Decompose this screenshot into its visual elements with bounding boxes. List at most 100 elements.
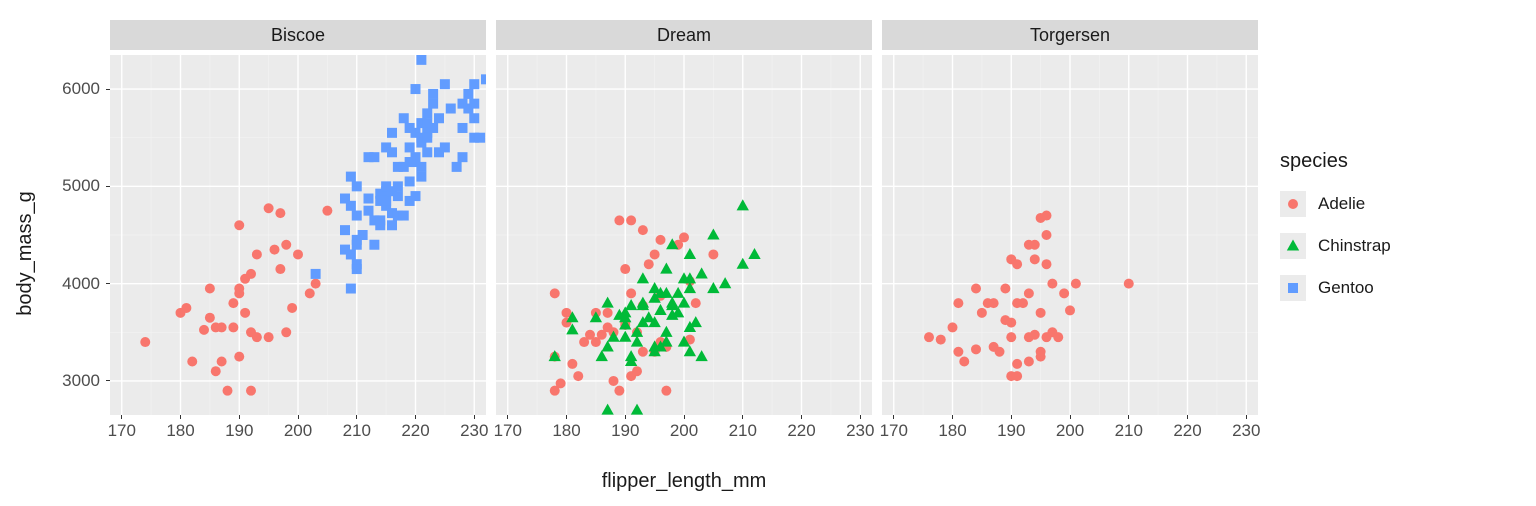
point (234, 288, 244, 298)
point (1036, 308, 1046, 318)
point (481, 74, 486, 84)
point (228, 322, 238, 332)
point (661, 386, 671, 396)
x-tick (1128, 415, 1129, 419)
x-tick-label: 190 (991, 421, 1031, 441)
point (346, 284, 356, 294)
facet-strip: Dream (496, 20, 872, 50)
point (399, 113, 409, 123)
x-tick-label: 180 (933, 421, 973, 441)
point (1036, 347, 1046, 357)
x-tick (356, 415, 357, 419)
point (626, 288, 636, 298)
point (567, 359, 577, 369)
legend-label: Adelie (1318, 194, 1365, 214)
x-tick (684, 415, 685, 419)
x-tick (1187, 415, 1188, 419)
panel-biscoe (110, 55, 486, 415)
point (644, 259, 654, 269)
point (948, 322, 958, 332)
point (1006, 332, 1016, 342)
point (393, 181, 403, 191)
point (1000, 284, 1010, 294)
point (475, 133, 485, 143)
point (977, 308, 987, 318)
point (1012, 359, 1022, 369)
point (924, 332, 934, 342)
point (1065, 305, 1075, 315)
y-tick (106, 89, 110, 90)
point (211, 366, 221, 376)
x-tick (1011, 415, 1012, 419)
facet-strip: Biscoe (110, 20, 486, 50)
panel-dream (496, 55, 872, 415)
point (223, 386, 233, 396)
point (369, 152, 379, 162)
point (205, 284, 215, 294)
point (1030, 254, 1040, 264)
point (364, 194, 374, 204)
x-tick (1246, 415, 1247, 419)
point (626, 215, 636, 225)
x-tick (180, 415, 181, 419)
x-tick-label: 230 (1226, 421, 1266, 441)
point (1030, 240, 1040, 250)
point (346, 172, 356, 182)
point (416, 162, 426, 172)
point (264, 203, 274, 213)
x-tick (893, 415, 894, 419)
x-tick (566, 415, 567, 419)
point (369, 240, 379, 250)
x-tick (298, 415, 299, 419)
y-tick (106, 283, 110, 284)
x-tick-label: 190 (219, 421, 259, 441)
y-tick-label: 6000 (50, 79, 100, 99)
point (469, 113, 479, 123)
faceted-scatter-chart: body_mass_g 3000400050006000Biscoe170180… (0, 0, 1536, 506)
y-tick-label: 4000 (50, 274, 100, 294)
point (434, 113, 444, 123)
point (679, 232, 689, 242)
point (428, 89, 438, 99)
point (416, 172, 426, 182)
point (322, 206, 332, 216)
point (428, 123, 438, 133)
x-tick-label: 200 (278, 421, 318, 441)
point (1006, 318, 1016, 328)
point (638, 347, 648, 357)
point (614, 386, 624, 396)
point (387, 147, 397, 157)
point (281, 327, 291, 337)
x-tick (860, 415, 861, 419)
x-tick (474, 415, 475, 419)
x-tick (952, 415, 953, 419)
point (275, 208, 285, 218)
legend-label: Gentoo (1318, 278, 1374, 298)
point (1030, 330, 1040, 340)
x-tick (625, 415, 626, 419)
point (440, 142, 450, 152)
point (381, 196, 391, 206)
point (416, 55, 426, 65)
point (358, 230, 368, 240)
point (411, 84, 421, 94)
point (620, 264, 630, 274)
legend-item-chinstrap: Chinstrap (1280, 233, 1520, 259)
x-tick (415, 415, 416, 419)
point (691, 298, 701, 308)
point (573, 371, 583, 381)
y-tick (106, 186, 110, 187)
point (971, 284, 981, 294)
point (387, 220, 397, 230)
point (252, 249, 262, 259)
x-tick (507, 415, 508, 419)
point (452, 162, 462, 172)
legend-item-gentoo: Gentoo (1280, 275, 1520, 301)
x-tick-label: 210 (1109, 421, 1149, 441)
panel-torgersen (882, 55, 1258, 415)
x-tick-label: 170 (102, 421, 142, 441)
point (187, 356, 197, 366)
point (1018, 298, 1028, 308)
point (264, 332, 274, 342)
point (352, 264, 362, 274)
